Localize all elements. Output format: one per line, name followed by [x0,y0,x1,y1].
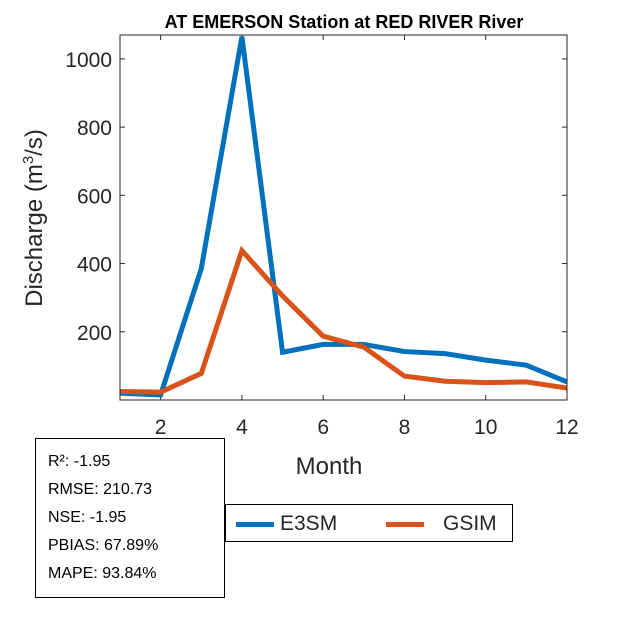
x-tick-label: 10 [474,416,497,439]
series-line-gsim [119,245,568,395]
stat-mape: MAPE: 93.84% [48,565,157,582]
legend-swatch-gsim [386,522,424,527]
legend: E3SM GSIM [225,504,513,542]
series-line-e3sm [119,36,568,398]
y-tick-label: 600 [77,185,112,208]
x-tick-label: 6 [317,416,329,439]
x-tick-label: 8 [399,416,411,439]
y-tick-label: 400 [77,254,112,277]
stat-pbias: PBIAS: 67.89% [48,537,159,554]
x-tick-label: 4 [236,416,248,439]
x-tick-label: 12 [555,416,578,439]
stats-box: R²: -1.95 RMSE: 210.73 NSE: -1.95 PBIAS:… [35,438,225,598]
y-tick-label: 800 [77,117,112,140]
chart-title: AT EMERSON Station at RED RIVER River [165,12,524,32]
stat-r2: R²: -1.95 [48,453,111,470]
x-tick-label: 2 [155,416,167,439]
legend-swatch-e3sm [236,522,274,527]
plot-frame [119,34,568,401]
x-axis-label: Month [296,453,363,480]
legend-label-gsim: GSIM [443,512,497,535]
stat-nse: NSE: -1.95 [48,509,127,526]
legend-label-e3sm: E3SM [280,512,338,535]
stat-rmse: RMSE: 210.73 [48,481,153,498]
y-axis-label: Discharge (m3/s) [20,129,48,307]
y-tick-label: 1000 [65,49,112,72]
y-tick-label: 200 [77,322,112,345]
